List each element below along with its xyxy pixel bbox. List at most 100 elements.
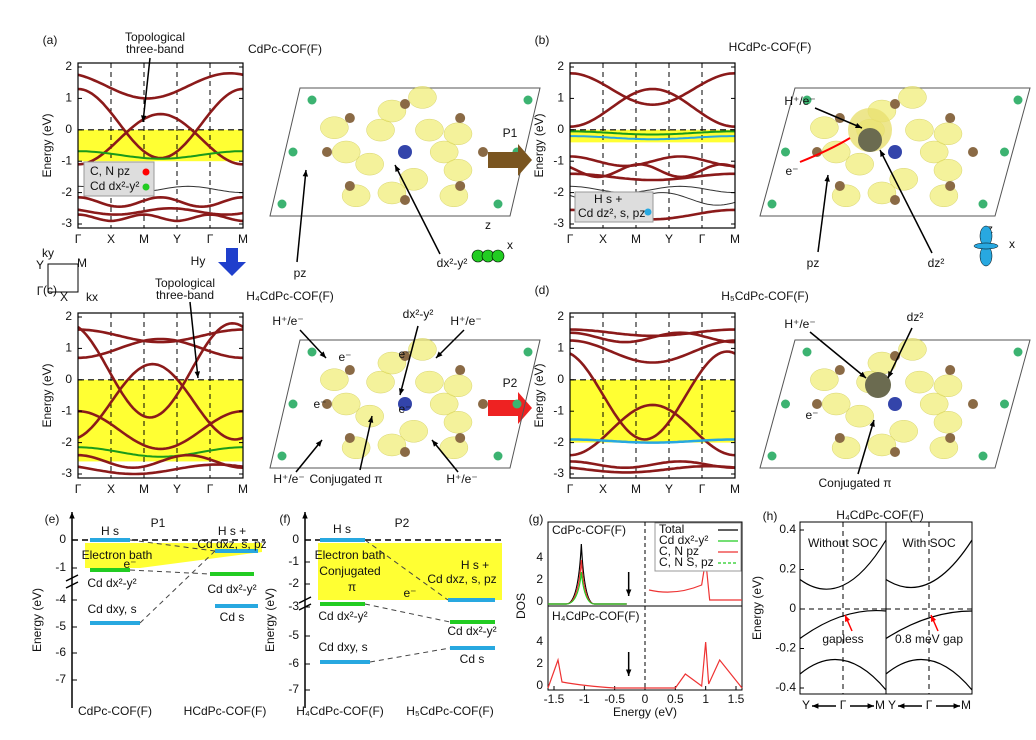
fluorine (781, 147, 790, 157)
arrow-head (302, 512, 308, 519)
label: kx (86, 290, 98, 304)
arrow-head (395, 165, 401, 172)
y-axis-label: Energy (eV) (263, 588, 277, 652)
x-tick-label: M (238, 232, 248, 246)
atom (344, 432, 355, 443)
process-arrow (488, 392, 532, 424)
atom (344, 113, 355, 124)
arrow-head (140, 115, 147, 122)
band (570, 328, 735, 338)
label: Cd dxy, s (87, 602, 136, 616)
atom (400, 195, 410, 205)
label: e⁻ (123, 557, 136, 571)
x-tick-label: Y (802, 698, 810, 712)
y-tick-label: 0.2 (779, 562, 796, 576)
atom (344, 180, 355, 191)
atom (834, 180, 845, 191)
label: Total (659, 522, 684, 536)
label: dx²-y² (437, 256, 468, 270)
y-tick-label: 1 (557, 91, 564, 105)
y-axis-label: Energy (eV) (750, 576, 764, 640)
arrow-head (398, 388, 405, 395)
label: H⁺/e⁻ (784, 94, 815, 108)
label: Cd dx²-y² (207, 582, 256, 596)
panel-label: (d) (535, 283, 550, 297)
legend-dot (644, 208, 652, 216)
label: Cd dxz, s, pz (427, 572, 496, 586)
fluorine (512, 399, 522, 409)
label: H⁺/e⁻ (784, 317, 815, 331)
arrow-head (625, 589, 632, 596)
isosurface (933, 374, 963, 398)
y-tick-label: 0 (65, 372, 72, 386)
label: pz (294, 266, 307, 280)
line (857, 419, 875, 475)
curve (799, 609, 887, 639)
label: H s + (218, 524, 246, 538)
atom (344, 365, 355, 376)
fluorine (802, 95, 812, 105)
line (364, 539, 449, 601)
isosurface (905, 370, 934, 394)
y-tick-label: -5 (288, 628, 299, 642)
x-tick-label: Γ (75, 232, 82, 246)
cd-site (858, 128, 882, 152)
atom (834, 365, 845, 376)
label: Cd dxy, s (318, 640, 367, 654)
label: H⁺/e⁻ (273, 472, 304, 486)
atom (812, 399, 822, 409)
band (77, 362, 244, 441)
x-tick-label: X (107, 232, 115, 246)
isosurface (443, 374, 473, 398)
isosurface (810, 368, 839, 391)
plot-frame (569, 312, 736, 479)
y-tick-label: 0 (536, 594, 543, 608)
label: H₄CdPc-COF(F) (552, 609, 640, 623)
isosurface (408, 86, 437, 109)
x-tick-label: X (107, 482, 115, 496)
bz (47, 263, 79, 293)
curve (885, 610, 973, 640)
y-tick-label: 0 (59, 532, 66, 546)
arrow-head (953, 703, 960, 709)
y-tick-label: 2 (536, 656, 543, 670)
band (569, 185, 735, 194)
label: C, N pz (659, 544, 699, 558)
y-tick-label: -2 (61, 435, 72, 449)
cd-atom (398, 145, 412, 159)
dos-curve (548, 559, 627, 605)
dos-curve (548, 543, 627, 605)
atom (834, 432, 845, 443)
x-tick-label: X (599, 232, 607, 246)
y-tick-label: -4 (55, 592, 66, 606)
isosurface (933, 410, 963, 434)
label: H₄CdPc-COF(F) (296, 704, 384, 718)
label: x (507, 238, 513, 252)
curve (799, 539, 887, 590)
y-tick-label: 0 (65, 122, 72, 136)
label: C, N S, pz (659, 555, 714, 569)
label: e⁻ (313, 397, 326, 411)
line (189, 301, 199, 379)
panel-label: (f) (279, 512, 290, 526)
isosurface (320, 368, 349, 391)
label: e⁻ (398, 402, 411, 416)
y-tick-label: 0 (557, 122, 564, 136)
label: H s + (594, 192, 622, 206)
x-tick-label: Γ (699, 482, 706, 496)
curve (885, 539, 973, 589)
label: e⁻ (785, 164, 798, 178)
y-tick-label: -3 (288, 599, 299, 613)
line (435, 329, 465, 359)
band (77, 195, 244, 209)
arrow-head (69, 512, 75, 519)
legend-box (83, 161, 155, 197)
atom (478, 147, 488, 157)
arrow-head (931, 615, 937, 622)
panel-label: (b) (535, 33, 550, 47)
arrow-head (625, 669, 632, 676)
isosurface (320, 116, 349, 139)
fluorine (802, 347, 812, 357)
x-tick-label: Y (173, 482, 181, 496)
x-tick-label: Γ (207, 232, 214, 246)
